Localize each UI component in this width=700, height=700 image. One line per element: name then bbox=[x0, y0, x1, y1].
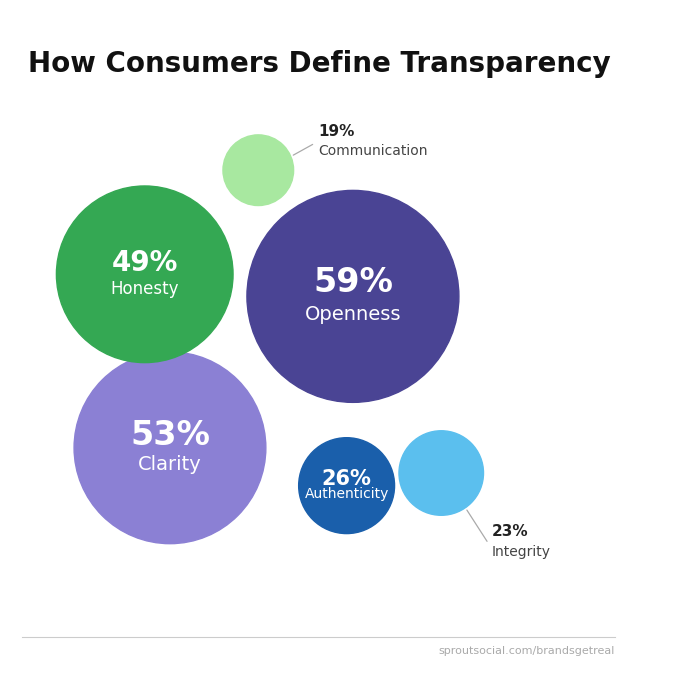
Text: sproutsocial.com/brandsgetreal: sproutsocial.com/brandsgetreal bbox=[438, 646, 615, 656]
Text: 49%: 49% bbox=[111, 248, 178, 276]
Text: Integrity: Integrity bbox=[491, 545, 551, 559]
Circle shape bbox=[399, 430, 484, 515]
Text: 53%: 53% bbox=[130, 419, 210, 452]
Text: 59%: 59% bbox=[313, 266, 393, 299]
Text: Communication: Communication bbox=[318, 144, 428, 158]
Text: Authenticity: Authenticity bbox=[304, 486, 389, 500]
Text: Honesty: Honesty bbox=[111, 280, 179, 298]
Circle shape bbox=[57, 186, 233, 363]
Circle shape bbox=[247, 190, 459, 402]
Text: Openness: Openness bbox=[304, 305, 401, 324]
Text: 19%: 19% bbox=[318, 124, 355, 139]
Text: 26%: 26% bbox=[322, 470, 372, 489]
Circle shape bbox=[299, 438, 395, 533]
Text: How Consumers Define Transparency: How Consumers Define Transparency bbox=[28, 50, 611, 78]
Text: Clarity: Clarity bbox=[138, 454, 202, 474]
Circle shape bbox=[223, 135, 293, 206]
Circle shape bbox=[74, 352, 266, 544]
Text: 23%: 23% bbox=[491, 524, 528, 539]
